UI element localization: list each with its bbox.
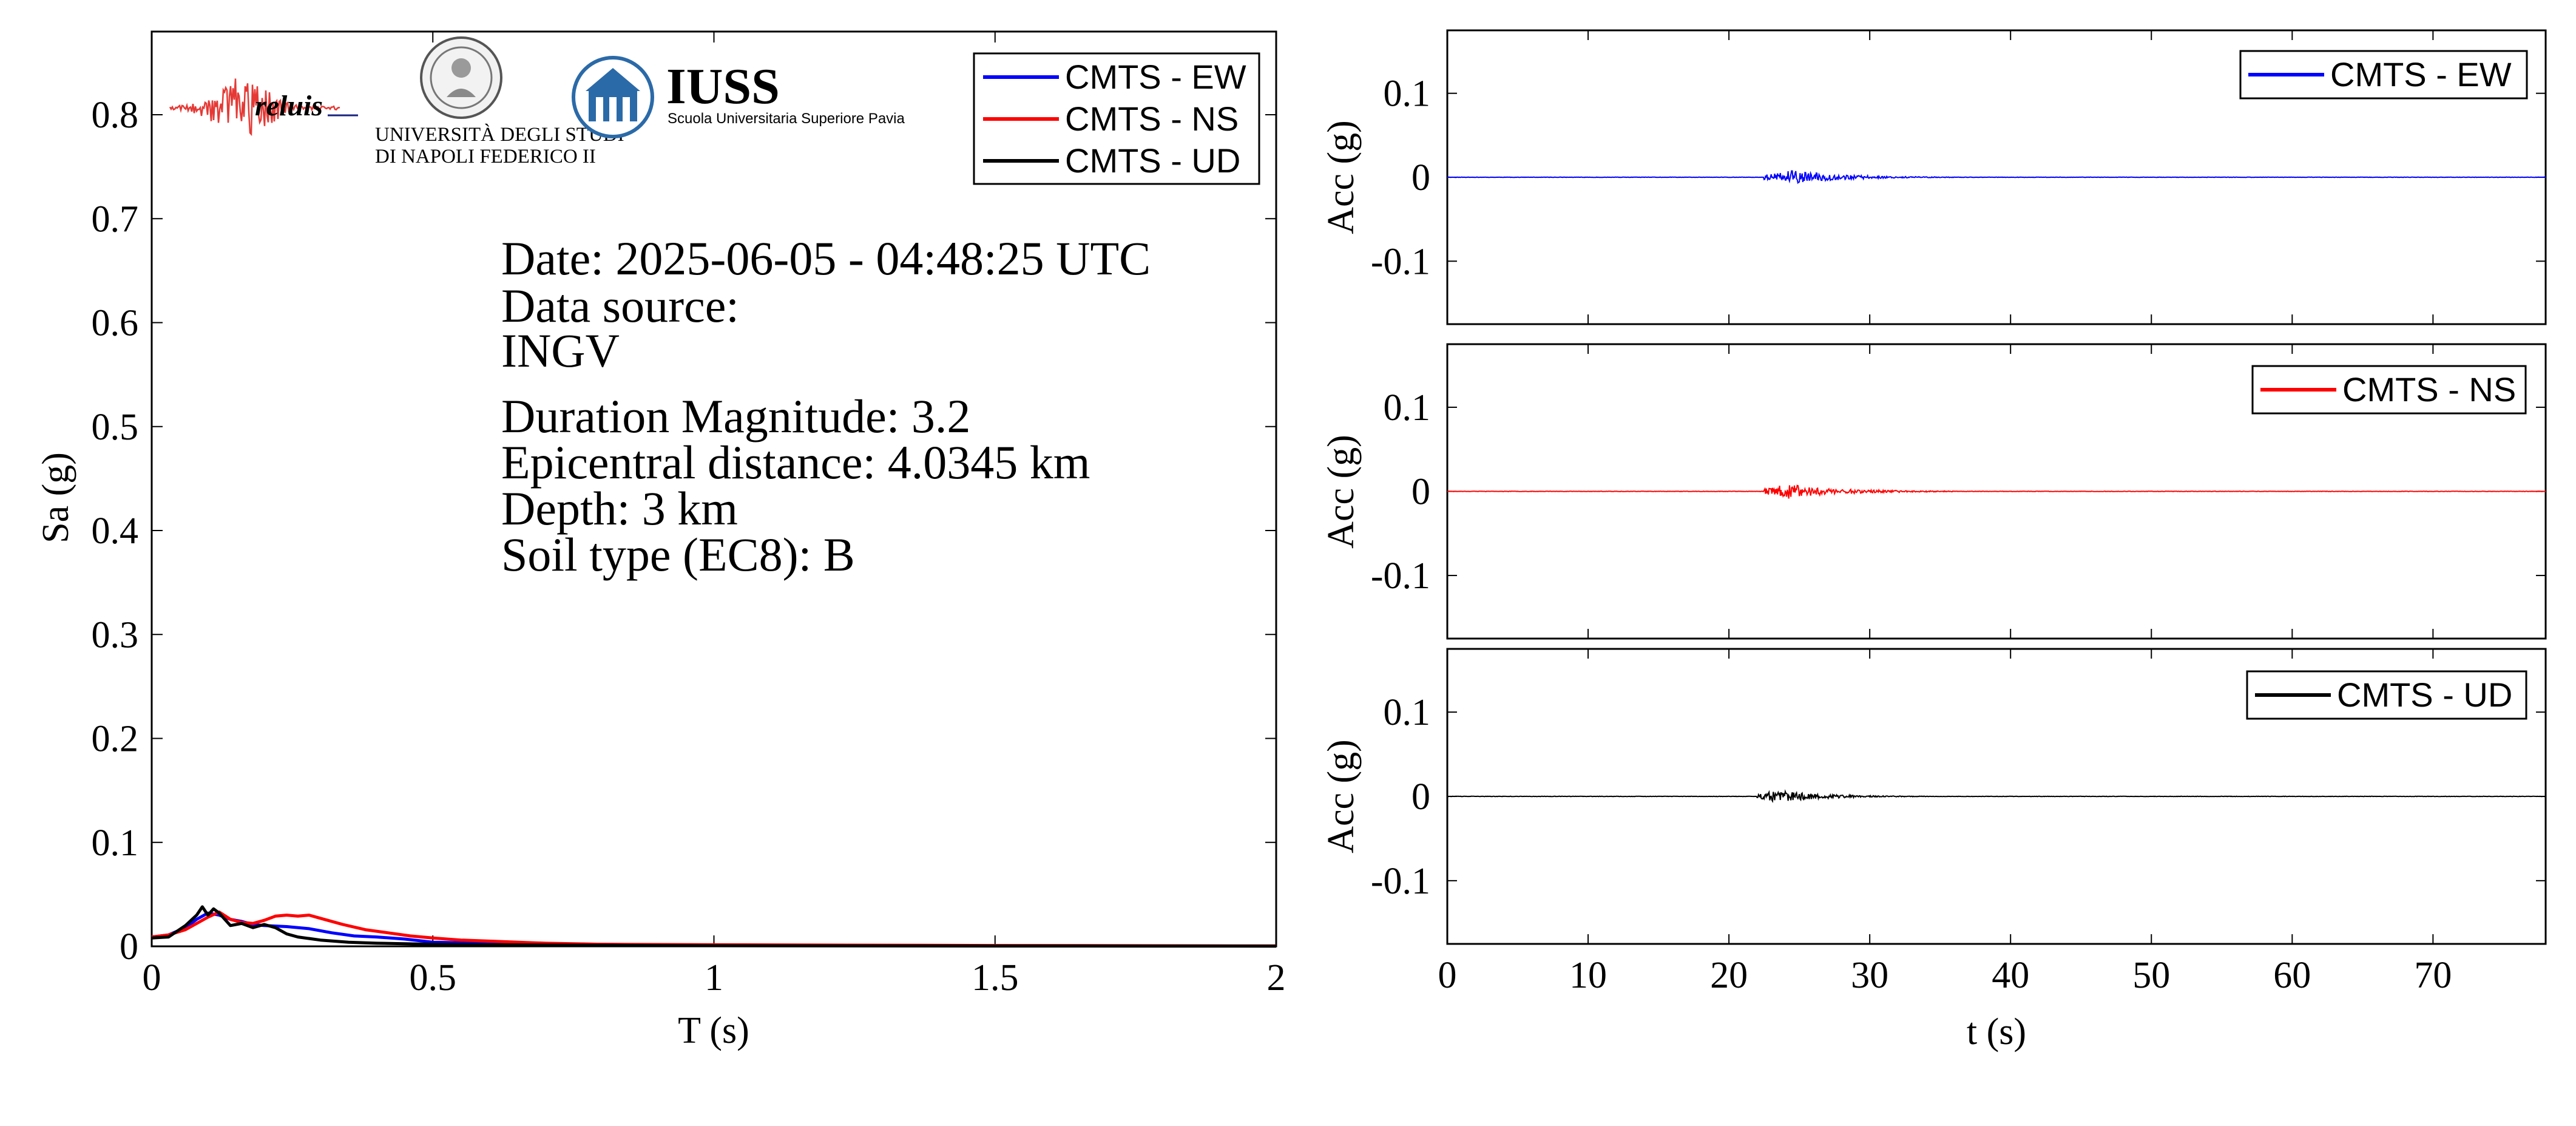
legend-label-ns: CMTS - NS bbox=[2342, 370, 2516, 409]
accelerogram-ns-y-axis-label: Acc (g) bbox=[1320, 435, 1362, 549]
unina-name-line2: DI NAPOLI FEDERICO II bbox=[375, 146, 596, 168]
unina-name-line1: UNIVERSITÀ DEGLI STUDI bbox=[375, 123, 624, 146]
accelerogram-ns-y-ticks: 0.1 0 -0.1 bbox=[1371, 387, 2546, 597]
x-tick-label: 1.5 bbox=[972, 957, 1019, 999]
iuss-logo-title: IUSS bbox=[666, 58, 780, 115]
event-soil-type: Soil type (EC8): B bbox=[501, 528, 855, 581]
x-tick-label: 70 bbox=[2414, 955, 2452, 996]
legend-label-ew: CMTS - EW bbox=[2330, 55, 2512, 93]
y-tick-label: 0.4 bbox=[92, 510, 139, 552]
y-tick-label: 0.1 bbox=[1384, 387, 1431, 429]
unina-logo: UNIVERSITÀ DEGLI STUDI DI NAPOLI FEDERIC… bbox=[375, 36, 624, 168]
data-source-label: Data source: bbox=[501, 279, 739, 332]
iuss-logo: IUSS Scuola Universitaria Superiore Pavi… bbox=[572, 56, 905, 138]
legend-label-ud: CMTS - UD bbox=[1065, 141, 1240, 180]
accelerogram-ud-panel: 0.1 0 -0.1 0 10 20 30 40 50 60 70 Acc (g) t (s) C… bbox=[1320, 648, 2547, 1053]
legend-label-ns: CMTS - NS bbox=[1065, 100, 1239, 138]
y-tick-label: 0.1 bbox=[1384, 73, 1431, 115]
series-line-cmts-ud bbox=[1447, 789, 2546, 803]
x-tick-label: 0 bbox=[1438, 955, 1457, 996]
y-tick-label: 0 bbox=[120, 926, 138, 968]
reluis-logo-text: reluis bbox=[255, 90, 323, 122]
x-tick-label: 30 bbox=[1851, 955, 1888, 996]
y-tick-label: 0 bbox=[1411, 472, 1430, 513]
reluis-trace-line bbox=[169, 78, 340, 137]
accelerogram-ud-series bbox=[1447, 789, 2546, 803]
x-tick-label: 2 bbox=[1267, 957, 1286, 999]
accelerogram-ew-x-ticks bbox=[1447, 30, 2434, 324]
accelerogram-ew-y-axis-label: Acc (g) bbox=[1320, 120, 1362, 234]
accelerogram-ew-panel: 0.1 0 -0.1 Acc (g) CMTS - EW bbox=[1320, 29, 2547, 325]
iuss-logo-subtitle: Scuola Universitaria Superiore Pavia bbox=[668, 110, 905, 127]
legend-label-ew: CMTS - EW bbox=[1065, 58, 1246, 96]
y-tick-label: -0.1 bbox=[1371, 241, 1430, 282]
spectrum-y-ticks: 0 0.1 0.2 0.3 0.4 0.5 0.6 0.7 0.8 bbox=[92, 95, 1276, 968]
event-date: Date: 2025-06-05 - 04:48:25 UTC bbox=[501, 232, 1151, 285]
event-depth: Depth: 3 km bbox=[501, 482, 738, 535]
accelerogram-ns-series bbox=[1447, 484, 2546, 499]
y-tick-label: 0 bbox=[1411, 157, 1430, 198]
event-info: Date: 2025-06-05 - 04:48:25 UTC Data sou… bbox=[501, 232, 1151, 581]
y-tick-label: -0.1 bbox=[1371, 555, 1430, 597]
spectrum-series bbox=[151, 905, 1277, 948]
event-magnitude: Duration Magnitude: 3.2 bbox=[501, 390, 970, 443]
y-tick-label: 0.5 bbox=[92, 407, 139, 448]
x-tick-label: 40 bbox=[1992, 955, 2029, 996]
y-tick-label: 0.7 bbox=[92, 198, 139, 240]
x-tick-label: 10 bbox=[1569, 955, 1607, 996]
y-tick-label: 0.1 bbox=[92, 822, 139, 864]
series-line-cmts-ns bbox=[1447, 484, 2546, 499]
data-source-value: INGV bbox=[501, 324, 620, 377]
y-tick-label: 0.1 bbox=[1384, 692, 1431, 733]
y-tick-label: 0 bbox=[1411, 776, 1430, 818]
series-line-cmts-ud bbox=[151, 905, 1277, 948]
reluis-logo: reluis bbox=[169, 78, 358, 137]
series-line-cmts-ns bbox=[151, 911, 1277, 948]
y-tick-label: 0.2 bbox=[92, 719, 139, 760]
x-tick-label: 50 bbox=[2132, 955, 2170, 996]
y-tick-label: -0.1 bbox=[1371, 861, 1430, 902]
spectrum-legend: CMTS - EW CMTS - NS CMTS - UD bbox=[973, 52, 1260, 185]
x-tick-label: 0 bbox=[143, 957, 161, 999]
accelerogram-ew-y-ticks: 0.1 0 -0.1 bbox=[1371, 73, 2546, 282]
spectrum-panel: 0 0.5 1 1.5 2 0 0.1 0.2 0.3 0.4 0.5 0.6 0.7 0.8 T (s… bbox=[35, 30, 1286, 1051]
x-tick-label: 20 bbox=[1710, 955, 1748, 996]
x-tick-label: 1 bbox=[705, 957, 723, 999]
accelerogram-ud-y-axis-label: Acc (g) bbox=[1320, 739, 1362, 853]
accelerogram-ew-series bbox=[1447, 170, 2546, 185]
y-tick-label: 0.8 bbox=[92, 95, 139, 136]
accelerogram-ud-y-ticks: 0.1 0 -0.1 bbox=[1371, 692, 2546, 902]
accelerogram-x-axis-label: t (s) bbox=[1967, 1011, 2026, 1053]
spectrum-y-axis-label: Sa (g) bbox=[35, 452, 76, 543]
x-tick-label: 0.5 bbox=[410, 957, 457, 999]
legend-label-ud: CMTS - UD bbox=[2337, 676, 2512, 714]
x-tick-label: 60 bbox=[2273, 955, 2311, 996]
accelerogram-ud-x-ticks: 0 10 20 30 40 50 60 70 bbox=[1438, 649, 2452, 996]
series-line-cmts-ew bbox=[1447, 170, 2546, 185]
accelerogram-ns-panel: 0.1 0 -0.1 Acc (g) CMTS - NS bbox=[1320, 343, 2547, 640]
spectrum-x-ticks: 0 0.5 1 1.5 2 bbox=[143, 32, 1286, 999]
accelerogram-ns-x-ticks bbox=[1447, 344, 2434, 639]
y-tick-label: 0.3 bbox=[92, 614, 139, 656]
spectrum-x-axis-label: T (s) bbox=[678, 1010, 749, 1051]
reluis-seismogram-icon bbox=[169, 78, 340, 137]
y-tick-label: 0.6 bbox=[92, 303, 139, 344]
event-epicentral-distance: Epicentral distance: 4.0345 km bbox=[501, 436, 1090, 489]
